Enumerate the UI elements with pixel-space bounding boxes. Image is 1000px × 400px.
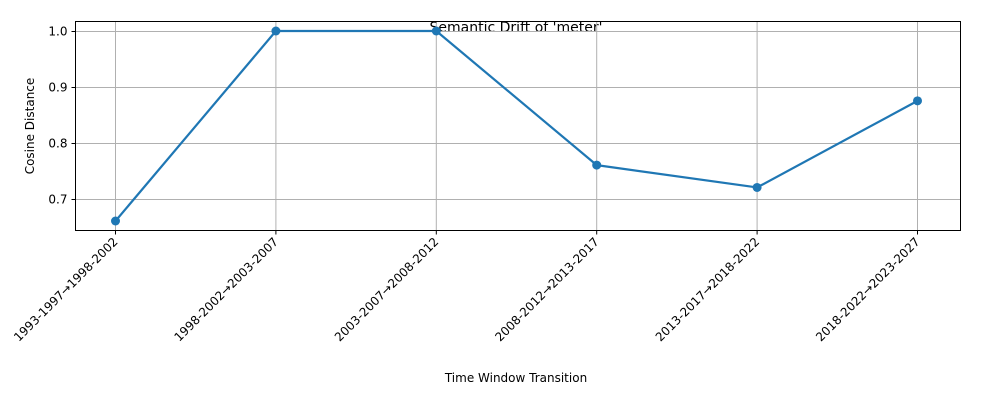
y-axis-label: Cosine Distance [23, 78, 37, 175]
y-tick-label: 0.8 [48, 137, 67, 151]
data-point [111, 216, 120, 226]
data-point [752, 182, 762, 192]
series-line [114, 29, 919, 222]
x-tick-label: 2018-2022→2023-2027 [813, 235, 923, 345]
series-layer [111, 26, 922, 226]
y-tick-label: 1.0 [48, 25, 67, 39]
y-tick-label: 0.9 [48, 81, 67, 95]
data-point [431, 26, 441, 36]
x-tick-label: 2008-2012→2013-2017 [492, 235, 602, 345]
x-tick-label: 2003-2007→2008-2012 [332, 235, 442, 345]
data-point [271, 26, 281, 36]
x-tick-label: 2013-2017→2018-2022 [653, 235, 763, 345]
data-point [913, 96, 922, 106]
chart-title: Semantic Drift of 'meter' [430, 20, 603, 36]
x-tick-label: 1993-1997→1998-2002 [11, 235, 121, 345]
x-tick-label: 1998-2002→2003-2007 [172, 235, 282, 345]
y-axis: 0.7 0.8 0.9 1.0 [48, 25, 76, 207]
grid [75, 21, 961, 231]
x-axis-label: Time Window Transition [444, 371, 587, 385]
y-tick-label: 0.7 [48, 193, 67, 207]
x-axis: 1993-1997→1998-2002 1998-2002→2003-2007 20… [11, 230, 923, 345]
plot-frame [75, 21, 961, 231]
data-point [592, 160, 602, 170]
